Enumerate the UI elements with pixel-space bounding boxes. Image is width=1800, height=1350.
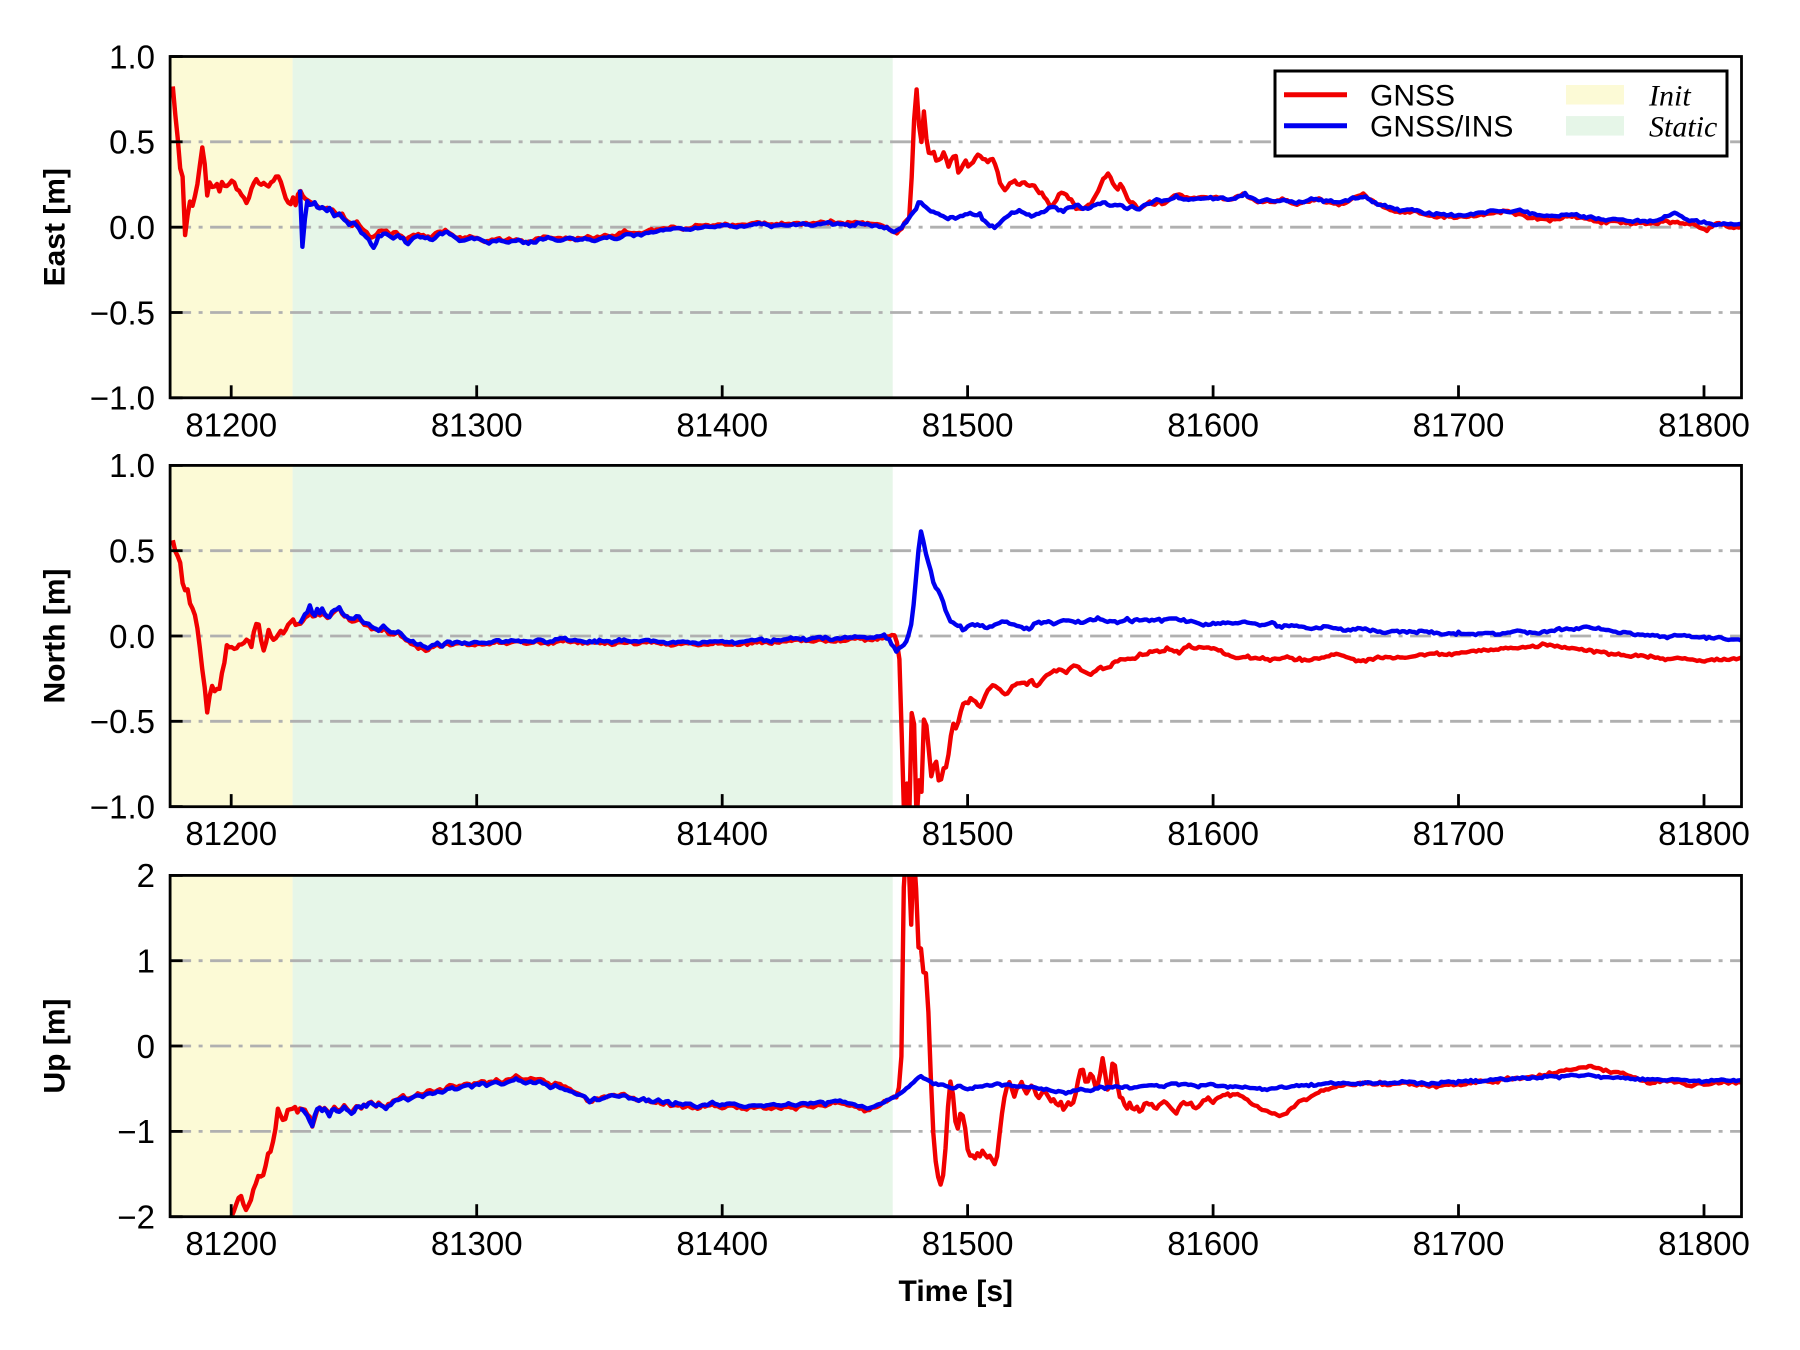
svg-text:2: 2	[137, 857, 155, 894]
svg-text:81300: 81300	[431, 1225, 523, 1262]
svg-text:81700: 81700	[1413, 406, 1505, 443]
svg-text:Static: Static	[1649, 111, 1717, 144]
svg-text:81500: 81500	[922, 406, 1014, 443]
svg-text:81200: 81200	[185, 1225, 277, 1262]
svg-text:81500: 81500	[922, 815, 1014, 852]
svg-text:−0.5: −0.5	[90, 294, 155, 331]
svg-text:0.0: 0.0	[109, 618, 155, 655]
svg-text:Init: Init	[1648, 80, 1691, 113]
svg-text:81600: 81600	[1167, 815, 1259, 852]
svg-text:North [m]: North [m]	[39, 569, 72, 704]
svg-text:81800: 81800	[1658, 815, 1750, 852]
svg-text:81500: 81500	[922, 1225, 1014, 1262]
svg-text:81800: 81800	[1658, 1225, 1750, 1262]
svg-text:81600: 81600	[1167, 1225, 1259, 1262]
svg-text:East [m]: East [m]	[39, 168, 72, 286]
svg-text:81200: 81200	[185, 406, 277, 443]
svg-text:1: 1	[137, 943, 155, 980]
svg-text:Up [m]: Up [m]	[39, 999, 72, 1094]
svg-text:GNSS/INS: GNSS/INS	[1370, 111, 1513, 144]
svg-text:81400: 81400	[676, 406, 768, 443]
svg-text:−1.0: −1.0	[90, 788, 155, 825]
svg-text:−2: −2	[117, 1199, 155, 1236]
svg-text:81700: 81700	[1413, 815, 1505, 852]
svg-text:81400: 81400	[676, 1225, 768, 1262]
svg-text:81300: 81300	[431, 815, 523, 852]
svg-text:1.0: 1.0	[109, 38, 155, 75]
svg-text:−0.5: −0.5	[90, 703, 155, 740]
svg-text:−1.0: −1.0	[90, 380, 155, 417]
svg-text:−1: −1	[117, 1113, 155, 1150]
svg-text:81800: 81800	[1658, 406, 1750, 443]
svg-text:81200: 81200	[185, 815, 277, 852]
svg-text:81600: 81600	[1167, 406, 1259, 443]
svg-text:0.0: 0.0	[109, 209, 155, 246]
svg-text:0.5: 0.5	[109, 124, 155, 161]
svg-text:81300: 81300	[431, 406, 523, 443]
svg-text:81700: 81700	[1413, 1225, 1505, 1262]
svg-text:0: 0	[137, 1028, 155, 1065]
svg-text:0.5: 0.5	[109, 533, 155, 570]
svg-text:Time [s]: Time [s]	[899, 1275, 1013, 1308]
svg-text:GNSS: GNSS	[1370, 80, 1455, 113]
svg-text:1.0: 1.0	[109, 447, 155, 484]
svg-text:81400: 81400	[676, 815, 768, 852]
